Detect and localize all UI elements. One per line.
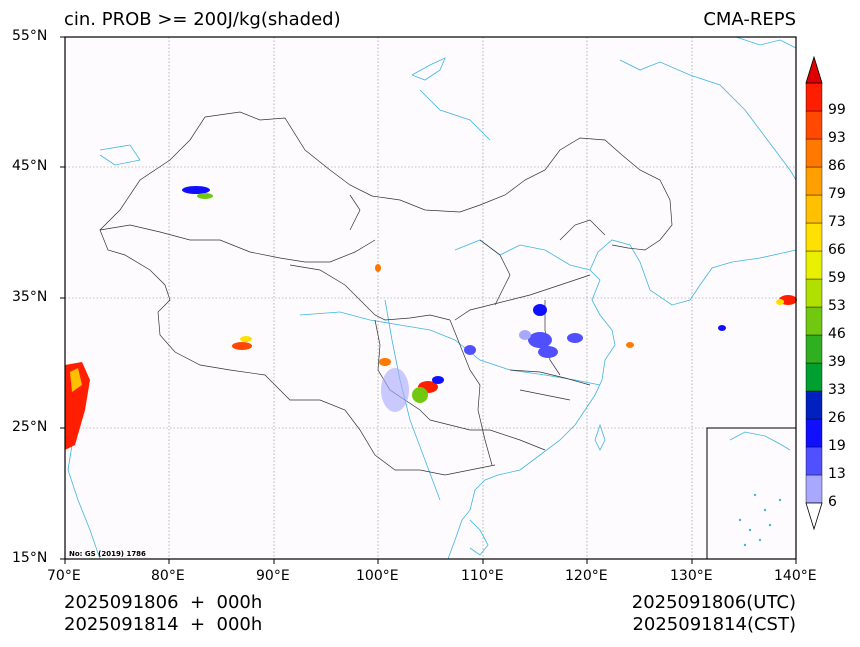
- tick-marks: [60, 36, 797, 564]
- gridlines: [65, 37, 796, 559]
- map-title: cin. PROB >= 200J/kg(shaded): [64, 9, 341, 30]
- valid-time-cst: 2025091814(CST): [632, 614, 796, 635]
- colorbar-level-label: 13: [828, 466, 846, 482]
- colorbar-level-label: 79: [828, 186, 846, 202]
- lat-tick-label: 35°N: [12, 289, 48, 305]
- colorbar-level-label: 26: [828, 410, 846, 426]
- colorbar-segment: [805, 110, 823, 140]
- colorbar-segment: [805, 474, 823, 504]
- colorbar-level-label: 66: [828, 242, 846, 258]
- coastlines: [64, 36, 797, 560]
- lat-tick-label: 15°N: [12, 550, 48, 566]
- colorbar-level-label: 53: [828, 298, 846, 314]
- lat-tick-label: 45°N: [12, 158, 48, 174]
- colorbar-level-label: 59: [828, 270, 846, 286]
- colorbar-segment: [805, 222, 823, 252]
- colorbar-level-label: 6: [828, 494, 837, 510]
- colorbar-segment: [805, 334, 823, 364]
- colorbar-level-label: 99: [828, 102, 846, 118]
- model-name: CMA-REPS: [703, 9, 796, 30]
- colorbar-segment: [805, 82, 823, 112]
- colorbar-level-label: 19: [828, 438, 846, 454]
- colorbar-segment: [805, 194, 823, 224]
- colorbar: [805, 55, 823, 531]
- boundaries: [99, 111, 673, 476]
- colorbar-level-label: 39: [828, 354, 846, 370]
- south-china-sea-inset: [706, 427, 797, 560]
- init-time-cst: 2025091814 + 000h: [64, 614, 263, 635]
- probability-shading: [65, 186, 797, 450]
- lat-tick-label: 55°N: [12, 28, 48, 44]
- lon-tick-label: 70°E: [47, 568, 81, 584]
- colorbar-segment: [805, 306, 823, 336]
- lon-tick-label: 140°E: [774, 568, 817, 584]
- approval-number: No: GS (2019) 1786: [69, 550, 146, 558]
- colorbar-segment: [805, 418, 823, 448]
- colorbar-level-label: 73: [828, 214, 846, 230]
- init-time-utc: 2025091806 + 000h: [64, 592, 263, 613]
- colorbar-segment: [805, 446, 823, 476]
- colorbar-segment: [805, 166, 823, 196]
- colorbar-segment: [805, 138, 823, 168]
- colorbar-segment: [805, 250, 823, 280]
- colorbar-min-triangle: [805, 502, 823, 531]
- colorbar-level-label: 33: [828, 382, 846, 398]
- colorbar-level-label: 86: [828, 158, 846, 174]
- lat-tick-label: 25°N: [12, 419, 48, 435]
- lon-tick-label: 130°E: [670, 568, 713, 584]
- colorbar-segment: [805, 278, 823, 308]
- valid-time-utc: 2025091806(UTC): [631, 592, 796, 613]
- colorbar-max-triangle: [805, 55, 823, 84]
- colorbar-segment: [805, 362, 823, 392]
- lon-tick-label: 90°E: [256, 568, 290, 584]
- lon-tick-label: 110°E: [461, 568, 504, 584]
- lon-tick-label: 120°E: [565, 568, 608, 584]
- lon-tick-label: 100°E: [356, 568, 399, 584]
- inset-islands: [738, 493, 782, 547]
- lon-tick-label: 80°E: [151, 568, 185, 584]
- colorbar-segment: [805, 390, 823, 420]
- colorbar-level-label: 93: [828, 130, 846, 146]
- colorbar-level-label: 46: [828, 326, 846, 342]
